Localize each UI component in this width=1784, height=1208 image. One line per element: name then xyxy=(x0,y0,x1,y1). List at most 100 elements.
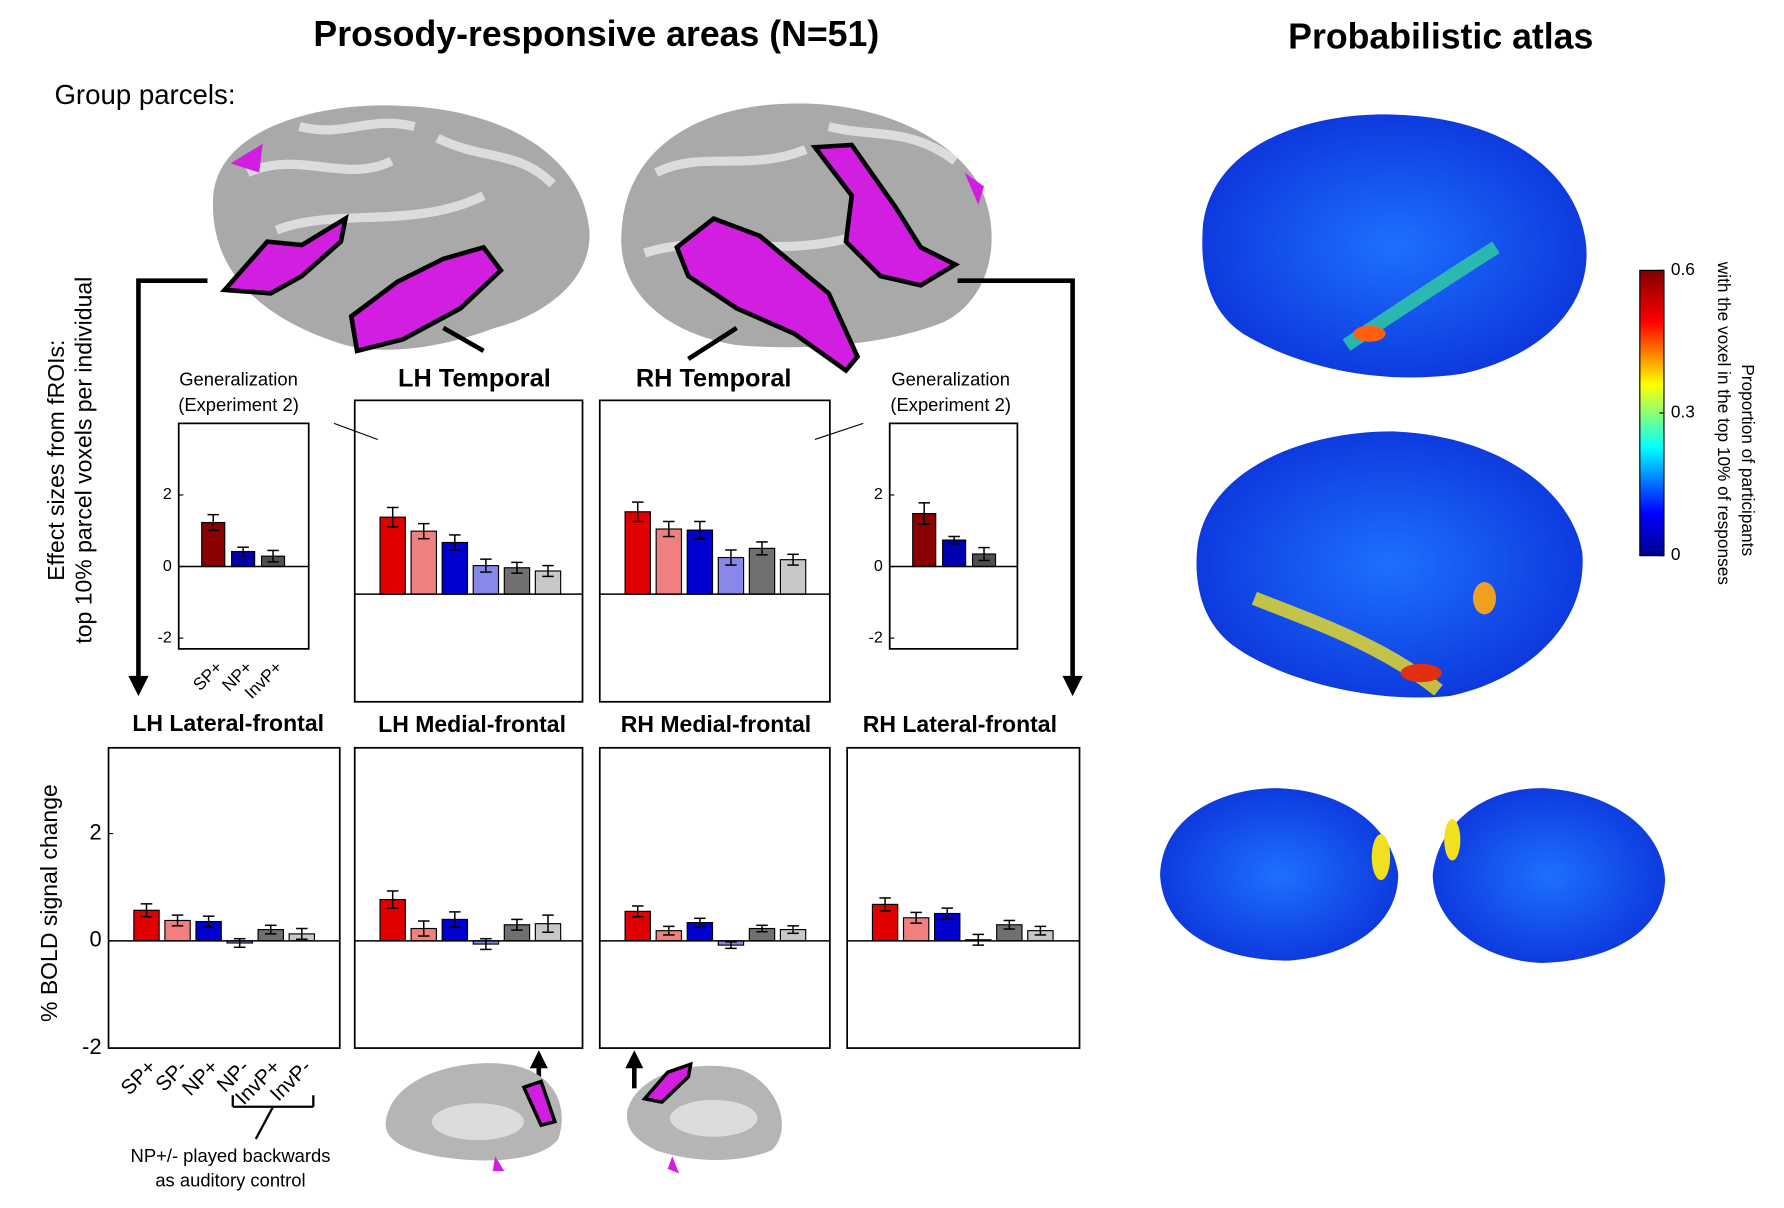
error-bar xyxy=(948,535,960,545)
error-bar xyxy=(756,541,768,556)
y-tick-label: 2 xyxy=(874,485,883,503)
error-bar xyxy=(237,546,249,557)
y-tick-label: 0 xyxy=(89,927,101,952)
y-tick-label: -2 xyxy=(868,628,882,646)
chart-title: Generalization xyxy=(179,369,298,390)
error-bar xyxy=(879,897,891,912)
plot-frame xyxy=(353,399,584,703)
error-bar xyxy=(480,558,492,573)
error-bar xyxy=(511,561,523,574)
chart-subtitle: (Experiment 2) xyxy=(178,394,299,415)
chart-title: LH Lateral-frontal xyxy=(132,710,324,736)
colorbar-tick-label: 0.6 xyxy=(1671,259,1695,279)
y-tick-label: 0 xyxy=(163,557,172,575)
plot-frame xyxy=(598,399,831,703)
connectors xyxy=(128,278,1083,1140)
bar xyxy=(686,529,714,595)
plot-frame xyxy=(846,746,1081,1049)
error-bar xyxy=(941,907,953,920)
bar-chart: RH Temporal xyxy=(598,364,831,703)
error-bar xyxy=(787,925,799,935)
error-bar xyxy=(296,927,308,940)
error-bar xyxy=(663,520,675,538)
error-bar xyxy=(631,501,644,523)
error-bar xyxy=(910,911,922,924)
note: NP+/- played backwards xyxy=(131,1145,331,1166)
error-bar xyxy=(1034,925,1047,936)
error-bar xyxy=(631,905,644,918)
error-bar xyxy=(140,903,153,918)
bar-chart: Generalization(Experiment 2)-202SP+NP+In… xyxy=(157,369,310,703)
colorbar xyxy=(1639,269,1665,557)
bar-chart: RH Medial-frontal xyxy=(598,711,831,1049)
plot-frame xyxy=(107,746,341,1049)
chart-subtitle: (Experiment 2) xyxy=(890,394,1011,415)
error-bar xyxy=(542,914,554,934)
chart-title: Generalization xyxy=(891,369,1010,390)
group-parcels-label: Group parcels: xyxy=(54,79,235,110)
chart-title: RH Medial-frontal xyxy=(621,711,811,737)
error-bar xyxy=(663,925,675,936)
bar-chart: RH Lateral-frontal xyxy=(846,711,1081,1049)
bar xyxy=(441,541,469,595)
plot-frame xyxy=(177,422,310,650)
bar-chart: Generalization (Experiment 2) -2 0 2 xyxy=(868,369,1019,650)
error-bar xyxy=(978,546,990,562)
error-bar xyxy=(725,941,737,950)
error-bar xyxy=(207,513,219,532)
x-tick-label: SP+ xyxy=(189,657,227,695)
error-bar xyxy=(418,522,430,540)
y-tick-label: 2 xyxy=(89,819,101,844)
figure-title: Prosody-responsive areas (N=51) xyxy=(313,14,879,54)
bar-chart: LH Lateral-frontal-202SP+SP-NP+NP-InvP+I… xyxy=(82,710,341,1109)
error-bar xyxy=(386,506,399,528)
chart-title: RH Temporal xyxy=(636,364,792,392)
y-axis-label: top 10% parcel voxels per individual xyxy=(71,277,97,644)
chart-title: LH Temporal xyxy=(398,364,551,392)
y-tick-label: 2 xyxy=(163,485,172,503)
error-bar xyxy=(511,918,523,931)
atlas-title: Probabilistic atlas xyxy=(1288,17,1593,57)
error-bar xyxy=(725,549,737,566)
note: as auditory control xyxy=(155,1169,305,1190)
colorbar-label: Proportion of participants xyxy=(1738,364,1758,556)
bar xyxy=(379,516,406,595)
plot-frame xyxy=(888,422,1019,650)
plot-frame xyxy=(353,746,584,1049)
chart-title: RH Lateral-frontal xyxy=(863,711,1057,737)
error-bar xyxy=(918,502,930,526)
error-bar xyxy=(449,534,461,551)
error-bar xyxy=(972,933,985,946)
rh-brain xyxy=(621,103,992,374)
bar xyxy=(410,530,437,595)
error-bar xyxy=(449,911,461,928)
bar xyxy=(655,528,683,595)
error-bar xyxy=(1003,919,1016,930)
plot-frame xyxy=(598,746,831,1049)
error-bar xyxy=(787,553,799,566)
atlas-brains xyxy=(1160,114,1666,963)
error-bar xyxy=(267,549,279,563)
error-bar xyxy=(171,914,184,927)
bar xyxy=(624,511,651,595)
y-tick-label: -2 xyxy=(157,628,171,646)
error-bar xyxy=(694,520,706,540)
colorbar-tick-label: 0.3 xyxy=(1671,402,1695,422)
y-tick-label: 0 xyxy=(874,557,883,575)
error-bar xyxy=(418,920,430,937)
error-bar xyxy=(386,890,399,909)
y-tick-label: -2 xyxy=(82,1034,101,1059)
bar-chart: LH Medial-frontal xyxy=(353,711,584,1049)
colorbar-label: with the voxel in the top 10% of respons… xyxy=(1714,261,1734,585)
lh-brain xyxy=(212,105,590,354)
y-axis-label: Effect sizes from fROIs: xyxy=(43,340,69,581)
error-bar xyxy=(694,917,706,928)
error-bar xyxy=(542,564,554,578)
error-bar xyxy=(202,915,215,928)
bar-chart: LH Temporal xyxy=(353,364,584,703)
y-axis-label: % BOLD signal change xyxy=(36,784,62,1022)
error-bar xyxy=(756,924,768,933)
medial-brains xyxy=(385,1061,782,1174)
error-bar xyxy=(264,924,277,935)
